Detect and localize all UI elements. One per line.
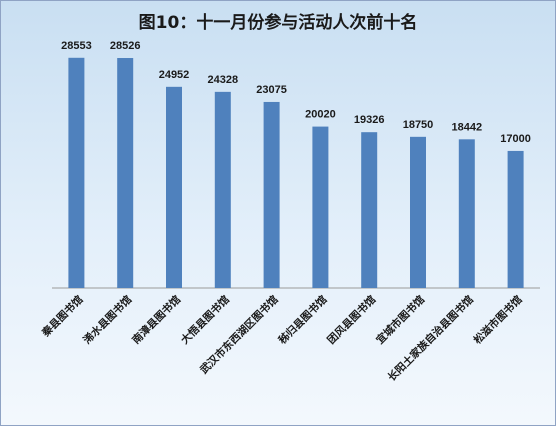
bar-value-label: 28553 [61, 40, 92, 52]
category-label: 大悟县图书馆 [178, 293, 232, 347]
category-label: 秭归县图书馆 [275, 293, 330, 348]
bar [68, 57, 85, 288]
category-label: 秦县图书馆 [38, 293, 85, 340]
bar-value-label: 19326 [354, 114, 385, 126]
bar-value-label: 18442 [452, 121, 483, 133]
category-label: 浠水县图书馆 [81, 293, 135, 347]
bar [117, 58, 134, 288]
bar [361, 132, 378, 288]
bar-value-label: 20020 [305, 109, 336, 121]
bar [263, 101, 280, 288]
bar-value-label: 24952 [159, 69, 190, 81]
category-label: 长阳土家族自治县图书馆 [385, 293, 476, 384]
bar [166, 86, 182, 289]
category-labels-group: 秦县图书馆浠水县图书馆南漳县图书馆大悟县图书馆武汉市东西湖区图书馆秭归县图书馆团… [38, 293, 525, 384]
bars-group [68, 57, 524, 289]
bar [312, 126, 329, 289]
bar [214, 91, 231, 288]
category-label: 武汉市东西湖区图书馆 [197, 293, 281, 377]
bar [507, 150, 524, 288]
bar-value-label: 17000 [500, 133, 531, 145]
chart-title: 图10：十一月份参与活动人次前十名 [138, 13, 418, 33]
category-label: 南漳县图书馆 [129, 293, 183, 347]
category-label: 宜城市图书馆 [373, 293, 427, 347]
bar-value-label: 28526 [110, 40, 141, 52]
bar-value-label: 24328 [208, 74, 239, 86]
bar [458, 139, 475, 288]
category-label: 团风县图书馆 [325, 293, 379, 347]
bar-value-label: 23075 [256, 84, 287, 96]
value-labels-group: 28553 28526 24952 24328 23075 20020 19326 18750… [61, 40, 531, 145]
category-label: 松滋市图书馆 [471, 293, 525, 347]
bar [410, 136, 426, 288]
bar-value-label: 18750 [403, 119, 434, 131]
